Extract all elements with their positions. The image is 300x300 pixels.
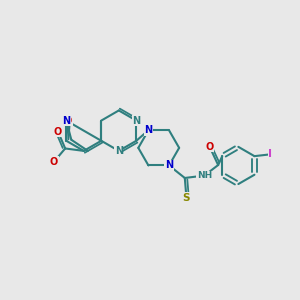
Text: O: O (64, 116, 72, 126)
Text: O: O (54, 127, 62, 137)
Text: NH: NH (197, 171, 212, 180)
Text: O: O (50, 157, 58, 166)
Text: N: N (115, 146, 123, 156)
Text: I: I (268, 149, 272, 159)
Text: O: O (206, 142, 214, 152)
Text: N: N (62, 116, 70, 126)
Text: N: N (132, 116, 140, 126)
Text: N: N (144, 125, 152, 135)
Text: S: S (183, 193, 190, 202)
Text: N: N (165, 160, 173, 170)
